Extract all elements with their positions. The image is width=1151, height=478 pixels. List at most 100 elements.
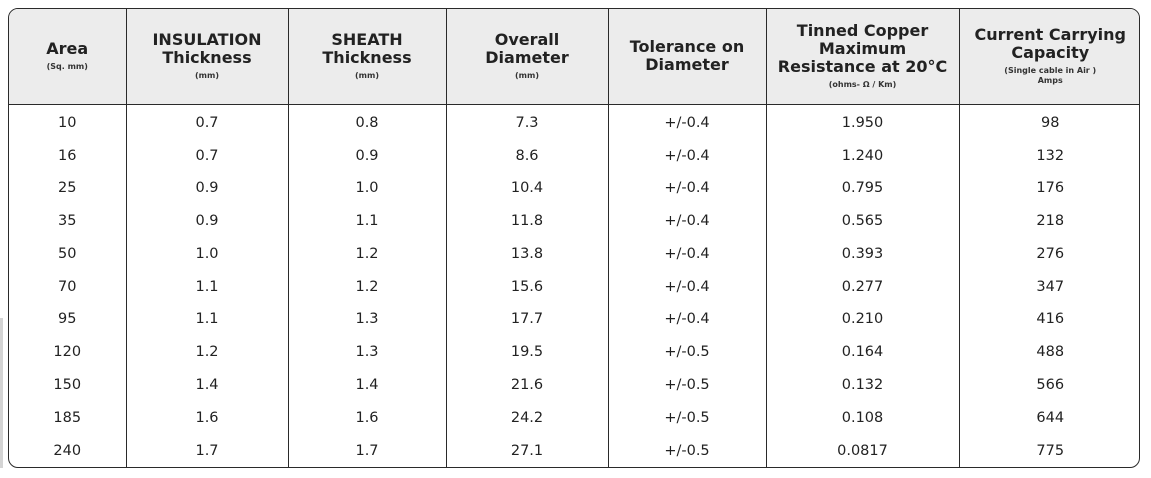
header-title-line: Thickness: [322, 48, 412, 68]
header-row: Area (Sq. mm) INSULATION Thickness (mm) SHEAT…: [9, 9, 1139, 105]
cell-capacity: 276: [1036, 245, 1065, 262]
cell-area: 150: [9, 368, 127, 402]
cell-capacity: 775: [1036, 442, 1065, 459]
cell-diameter: 17.7: [446, 303, 609, 336]
cell-sheath: 1.3: [288, 335, 447, 369]
header-title-line: Tinned Copper: [796, 21, 929, 41]
header-title-line: Overall: [494, 30, 560, 50]
table-row: 35 0.9 1.1 11.8 +/-0.4 0.565 218: [9, 204, 1139, 238]
header-max-resistance: Tinned Copper Maximum Resistance at 20°C (o…: [766, 9, 960, 105]
table-row: 185 1.6 1.6 24.2 +/-0.5 0.108 644: [9, 401, 1139, 435]
cell-resistance: 0.565: [766, 204, 960, 238]
table-header: Area (Sq. mm) INSULATION Thickness (mm) SHEAT…: [9, 9, 1139, 105]
cell-diameter: 24.2: [446, 401, 609, 435]
header-unit: (Single cable in Air ): [1004, 66, 1097, 76]
cell-area: 25: [9, 172, 127, 205]
cell-diameter: 19.5: [446, 335, 609, 369]
header-current-capacity: Current Carrying Capacity (Single cable in…: [959, 9, 1139, 105]
cell-tolerance: +/-0.4: [608, 104, 767, 140]
cell-area: 185: [9, 401, 127, 435]
cell-insulation: 0.9: [126, 172, 289, 205]
header-title-line: SHEATH: [331, 30, 403, 50]
cell-diameter: 10.4: [446, 172, 609, 205]
cell-area: 120: [9, 335, 127, 369]
cell-insulation: 0.7: [126, 139, 289, 173]
table-row: 10 0.7 0.8 7.3 +/-0.4 1.950 98: [9, 104, 1139, 140]
cell-insulation: 0.9: [126, 204, 289, 238]
header-unit-secondary: Amps: [1037, 76, 1063, 86]
table-row: 95 1.1 1.3 17.7 +/-0.4 0.210 416: [9, 303, 1139, 336]
cell-insulation: 1.1: [126, 270, 289, 304]
cell-sheath: 1.7: [288, 434, 447, 467]
header-title-line: Diameter: [645, 55, 729, 75]
table-row: 120 1.2 1.3 19.5 +/-0.5 0.164 488: [9, 335, 1139, 369]
cell-tolerance: +/-0.5: [608, 401, 767, 435]
cell-tolerance: +/-0.4: [608, 303, 767, 336]
cell-sheath: 1.2: [288, 237, 447, 271]
header-unit: (mm): [355, 71, 379, 81]
cell-capacity: 566: [1036, 376, 1065, 393]
cell-tolerance: +/-0.4: [608, 270, 767, 304]
cell-capacity: 98: [1041, 114, 1060, 131]
table-row: 50 1.0 1.2 13.8 +/-0.4 0.393 276: [9, 237, 1139, 271]
cell-area: 10: [9, 104, 127, 140]
cable-spec-table: Area (Sq. mm) INSULATION Thickness (mm) SHEAT…: [9, 9, 1139, 467]
cell-insulation: 1.7: [126, 434, 289, 467]
cell-capacity: 218: [1036, 213, 1065, 230]
table-row: 16 0.7 0.9 8.6 +/-0.4 1.240 132: [9, 139, 1139, 173]
cell-area: 35: [9, 204, 127, 238]
cell-capacity: 644: [1036, 409, 1065, 426]
cell-resistance: 0.795: [766, 172, 960, 205]
cell-sheath: 1.4: [288, 368, 447, 402]
cell-diameter: 21.6: [446, 368, 609, 402]
cell-area: 95: [9, 303, 127, 336]
header-unit: (ohms- Ω / Km): [828, 80, 897, 90]
cell-capacity: 347: [1036, 278, 1065, 295]
side-scroll-edge: [0, 318, 3, 468]
cell-resistance: 0.277: [766, 270, 960, 304]
cell-resistance: 1.950: [766, 104, 960, 140]
header-title-line: Diameter: [485, 48, 569, 68]
cell-tolerance: +/-0.4: [608, 172, 767, 205]
cell-sheath: 1.1: [288, 204, 447, 238]
cell-sheath: 1.3: [288, 303, 447, 336]
cell-resistance: 0.0817: [766, 434, 960, 467]
cell-diameter: 8.6: [446, 139, 609, 173]
cell-insulation: 1.0: [126, 237, 289, 271]
cell-capacity: 176: [1036, 180, 1065, 197]
header-title-line: Maximum: [818, 39, 907, 59]
cell-resistance: 1.240: [766, 139, 960, 173]
cell-tolerance: +/-0.5: [608, 434, 767, 467]
header-title-line: INSULATION: [152, 30, 262, 50]
table-body: 10 0.7 0.8 7.3 +/-0.4 1.950 98 16 0.7 0.9 8.6 +/-0.…: [9, 104, 1139, 467]
cell-resistance: 0.108: [766, 401, 960, 435]
cell-capacity: 132: [1036, 147, 1065, 164]
table-row: 240 1.7 1.7 27.1 +/-0.5 0.0817 775: [9, 434, 1139, 467]
cell-diameter: 27.1: [446, 434, 609, 467]
cell-insulation: 1.6: [126, 401, 289, 435]
cell-area: 70: [9, 270, 127, 304]
header-unit: (mm): [515, 71, 539, 81]
header-insulation-thickness: INSULATION Thickness (mm): [126, 9, 289, 105]
header-sheath-thickness: SHEATH Thickness (mm): [288, 9, 447, 105]
header-title-line: Area: [46, 39, 89, 59]
cell-resistance: 0.393: [766, 237, 960, 271]
header-title-line: Current Carrying: [974, 25, 1126, 45]
cell-capacity: 416: [1036, 311, 1065, 328]
cell-resistance: 0.132: [766, 368, 960, 402]
header-unit: (mm): [195, 71, 219, 81]
cell-resistance: 0.164: [766, 335, 960, 369]
cell-insulation: 0.7: [126, 104, 289, 140]
cell-tolerance: +/-0.4: [608, 237, 767, 271]
cell-insulation: 1.1: [126, 303, 289, 336]
header-area: Area (Sq. mm): [9, 9, 127, 105]
cell-diameter: 7.3: [446, 104, 609, 140]
cell-diameter: 13.8: [446, 237, 609, 271]
cell-tolerance: +/-0.5: [608, 368, 767, 402]
cell-insulation: 1.4: [126, 368, 289, 402]
cell-capacity: 488: [1036, 344, 1065, 361]
header-unit: (Sq. mm): [46, 62, 88, 72]
header-tolerance-on-diameter: Tolerance on Diameter: [608, 9, 767, 105]
table-row: 25 0.9 1.0 10.4 +/-0.4 0.795 176: [9, 172, 1139, 205]
cell-area: 240: [9, 434, 127, 467]
